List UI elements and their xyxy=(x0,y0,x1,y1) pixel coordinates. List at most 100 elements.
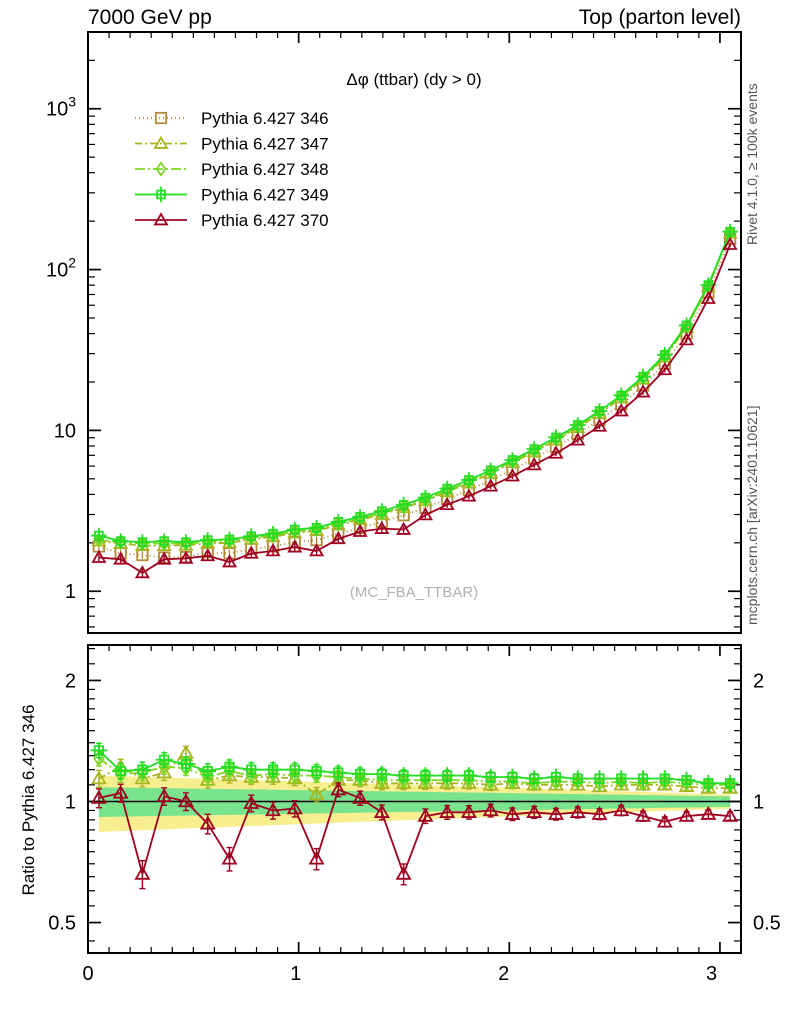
data-marker-triangle xyxy=(112,784,129,799)
data-marker-circleplus xyxy=(395,496,412,513)
data-marker-triangle xyxy=(91,549,107,563)
data-marker-triangle xyxy=(461,488,477,502)
data-marker-circleplus xyxy=(199,532,216,548)
data-marker-triangle xyxy=(439,804,456,818)
data-marker-triangle xyxy=(635,807,652,822)
data-marker-triangle xyxy=(178,550,194,564)
series-Pythia-6-427-370 xyxy=(91,236,738,579)
ratio-y-tick-labels: 0.5 1 2 xyxy=(48,670,76,934)
sidenote-mcplots: mcplots.cern.ch [arXiv:2401.10621] xyxy=(744,406,760,625)
data-marker-circleplus xyxy=(373,765,391,783)
main-axis-ticks xyxy=(87,31,742,628)
data-marker-diamond xyxy=(463,771,475,789)
data-marker-circleplus xyxy=(678,317,695,334)
data-marker-triangle xyxy=(352,523,368,537)
ratio-y-tick-label: 1 xyxy=(65,791,76,813)
data-marker-circleplus xyxy=(482,462,499,479)
data-marker-triangle xyxy=(374,520,390,534)
data-marker-triangle xyxy=(308,786,325,801)
ratio-data-series xyxy=(90,741,739,890)
data-marker-circleplus xyxy=(657,347,673,363)
data-marker-circleplus xyxy=(548,429,564,446)
legend[interactable]: Pythia 6.427 346 Pythia 6.427 347 Pythia 6… xyxy=(135,109,329,230)
data-marker-diamond xyxy=(267,765,279,783)
data-marker-triangle xyxy=(308,850,325,865)
legend-entry-Pythia-6-427-349[interactable]: Pythia 6.427 349 xyxy=(135,186,329,205)
data-marker-circleplus xyxy=(416,767,434,784)
data-marker-diamond xyxy=(93,532,105,548)
legend-entry-Pythia-6-427-347[interactable]: Pythia 6.427 347 xyxy=(135,135,329,154)
data-marker-triangle xyxy=(153,135,169,149)
legend-label: Pythia 6.427 347 xyxy=(201,135,329,154)
legend-label: Pythia 6.427 348 xyxy=(201,160,329,179)
main-plot-title: Δφ (ttbar) (dy > 0) xyxy=(346,70,481,89)
data-marker-triangle xyxy=(90,789,107,804)
data-marker-circleplus xyxy=(153,186,169,203)
data-marker-triangle xyxy=(113,551,129,565)
ratio-series-Pythia-6-427-370 xyxy=(90,781,739,890)
data-marker-diamond xyxy=(397,771,410,789)
analysis-watermark: (MC_FBA_TTBAR) xyxy=(350,584,478,601)
data-marker-triangle xyxy=(417,507,433,521)
main-data-series xyxy=(91,223,738,579)
data-marker-circleplus xyxy=(112,762,130,780)
legend-label: Pythia 6.427 346 xyxy=(201,109,329,128)
data-marker-circleplus xyxy=(526,441,543,457)
data-marker-circleplus xyxy=(308,519,325,536)
legend-entry-Pythia-6-427-370[interactable]: Pythia 6.427 370 xyxy=(135,211,329,230)
data-marker-circleplus xyxy=(374,503,390,519)
data-marker-circleplus xyxy=(178,534,194,550)
data-marker-triangle xyxy=(287,539,303,553)
series-Pythia-6-427-349 xyxy=(91,223,738,550)
data-marker-circleplus xyxy=(155,751,173,769)
legend-entry-Pythia-6-427-346[interactable]: Pythia 6.427 346 xyxy=(135,109,329,128)
ratio-right-y-tick-label: 2 xyxy=(753,670,764,692)
legend-entry-Pythia-6-427-348[interactable]: Pythia 6.427 348 xyxy=(135,160,329,179)
data-marker-triangle xyxy=(526,804,543,818)
data-marker-triangle xyxy=(309,543,325,557)
data-marker-triangle xyxy=(439,496,455,511)
ratio-panel-frame xyxy=(87,644,742,954)
data-marker-circleplus xyxy=(612,770,630,788)
data-marker-circleplus xyxy=(221,531,238,548)
data-marker-circleplus xyxy=(286,521,303,538)
data-marker-circleplus xyxy=(461,472,477,488)
data-marker-triangle xyxy=(569,804,586,818)
data-marker-circleplus xyxy=(395,767,413,784)
main-y-tick-label: 10 xyxy=(54,420,76,442)
data-marker-diamond xyxy=(419,771,432,789)
data-marker-circleplus xyxy=(243,528,260,544)
ratio-right-y-tick-label: 1 xyxy=(753,791,764,813)
data-marker-triangle xyxy=(504,805,521,820)
data-marker-circleplus xyxy=(90,741,108,759)
data-marker-diamond xyxy=(155,161,167,177)
x-tick-label: 0 xyxy=(82,963,93,985)
data-marker-triangle xyxy=(657,362,673,376)
data-marker-triangle xyxy=(286,800,303,815)
data-marker-circleplus xyxy=(199,762,217,780)
data-marker-circleplus xyxy=(264,761,282,779)
data-marker-triangle xyxy=(156,788,173,802)
data-marker-diamond xyxy=(484,773,497,790)
data-marker-triangle xyxy=(243,545,259,559)
legend-label: Pythia 6.427 370 xyxy=(201,211,329,230)
data-marker-circleplus xyxy=(352,509,368,525)
data-marker-triangle xyxy=(199,815,216,830)
data-marker-triangle xyxy=(243,795,260,809)
data-marker-triangle xyxy=(156,551,172,565)
header-left: 7000 GeV pp xyxy=(88,6,212,29)
data-marker-diamond xyxy=(528,774,541,792)
data-marker-circleplus xyxy=(286,761,304,779)
main-y-tick-label: 1 xyxy=(65,581,76,603)
main-panel-frame xyxy=(87,31,742,634)
data-marker-circleplus xyxy=(330,514,347,530)
data-marker-diamond xyxy=(637,774,649,792)
data-marker-diamond xyxy=(441,771,454,789)
data-marker-triangle xyxy=(482,802,499,817)
ratio-axis-ticks xyxy=(87,645,742,953)
ratio-series-Pythia-6-427-349 xyxy=(90,741,739,792)
data-marker-triangle xyxy=(265,802,282,817)
data-marker-triangle xyxy=(417,807,434,822)
data-marker-triangle xyxy=(548,445,564,459)
data-marker-triangle xyxy=(700,290,716,304)
